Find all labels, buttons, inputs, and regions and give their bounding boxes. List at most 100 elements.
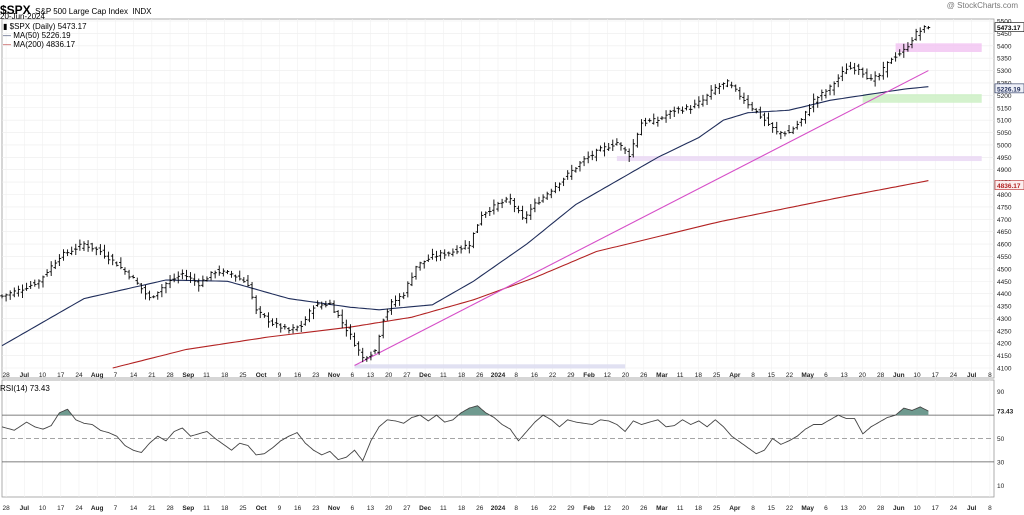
ohlc-bar (561, 177, 566, 187)
rsi-tick-label: 73.43 (997, 409, 1014, 416)
date-tick-label: 18 (695, 372, 703, 379)
ohlc-bar (389, 299, 394, 315)
ohlc-bar (799, 118, 804, 127)
ohlc-bar (225, 270, 230, 275)
price-tick-label: 4200 (997, 341, 1012, 348)
ohlc-bar (619, 142, 623, 151)
ohlc-bar (492, 199, 496, 215)
price-tick-label: 5400 (997, 43, 1012, 50)
ohlc-bar (164, 282, 168, 294)
rsi-date-tick-label: 24 (75, 505, 83, 512)
rsi-date-tick-label: 17 (932, 505, 940, 512)
ohlc-bar (106, 251, 111, 265)
rsi-date-tick-label: 8 (514, 505, 518, 512)
ohlc-bar (229, 270, 234, 278)
ohlc-bar (20, 284, 25, 298)
ohlc-bar (758, 106, 763, 119)
ohlc-bar (12, 287, 17, 298)
ohlc-bar (471, 232, 476, 249)
ohlc-bar (861, 67, 865, 78)
ohlc-bar (196, 278, 201, 292)
ohlc-bar (221, 268, 226, 277)
ohlc-bar (524, 211, 529, 224)
ohlc-bar (893, 52, 898, 62)
rsi-date-tick-label: 6 (824, 505, 828, 512)
ohlc-bar (324, 300, 328, 308)
ohlc-bar (725, 79, 730, 88)
ohlc-bar (250, 282, 254, 300)
rsi-date-tick-label: 21 (148, 505, 156, 512)
date-tick-label: 22 (549, 372, 557, 379)
ohlc-bar (266, 312, 271, 328)
ohlc-bar (86, 240, 90, 252)
rsi-title: RSI(14) 73.43 (0, 384, 50, 393)
ohlc-bar (631, 139, 636, 158)
ohlc-bar (787, 124, 791, 134)
ohlc-bar (803, 110, 808, 124)
date-tick-label: 20 (385, 372, 393, 379)
ohlc-bar (246, 275, 250, 287)
ohlc-bar (877, 73, 882, 81)
ohlc-bar (565, 170, 570, 180)
price-tick-label: 4150 (997, 353, 1012, 360)
rsi-date-tick-label: 12 (604, 505, 612, 512)
price-tick-label: 5000 (997, 142, 1012, 149)
ohlc-bar (356, 341, 361, 356)
price-tick-label: 4350 (997, 304, 1012, 311)
last-price-tag: 5473.17 (997, 25, 1021, 32)
rsi-date-tick-label: 25 (713, 505, 721, 512)
date-tick-label: 16 (531, 372, 539, 379)
ohlc-bar (160, 284, 164, 298)
rsi-date-tick-label: 22 (549, 505, 557, 512)
ohlc-bar (844, 63, 849, 75)
ohlc-bar (684, 104, 689, 111)
ma200-tag-box (994, 180, 1024, 190)
ohlc-bar (237, 270, 242, 281)
rsi-date-tick-label: Feb (583, 505, 595, 512)
ohlc-bar (303, 316, 308, 326)
ohlc-bar (467, 241, 472, 254)
legend-price: ▮ $SPX (Daily) 5473.17 (3, 22, 87, 31)
ohlc-bar (73, 243, 78, 256)
ohlc-bar (406, 281, 410, 298)
ohlc-bar (639, 119, 644, 136)
rsi-date-tick-label: 25 (239, 505, 247, 512)
date-tick-label: 20 (859, 372, 867, 379)
date-tick-label: 18 (221, 372, 229, 379)
ohlc-bar (528, 204, 533, 220)
ohlc-bar (627, 148, 631, 162)
price-tick-label: 4100 (997, 366, 1012, 373)
date-tick-label: Jul (967, 372, 977, 379)
ohlc-bar (151, 295, 156, 299)
ohlc-bar (717, 82, 722, 94)
date-tick-label: 24 (950, 372, 958, 379)
trendline (354, 70, 929, 367)
date-tick-label: 6 (824, 372, 828, 379)
price-tick-label: 4250 (997, 328, 1012, 335)
ohlc-bar (869, 74, 873, 81)
date-tick-label: 18 (458, 372, 466, 379)
ohlc-bar (483, 211, 488, 218)
date-tick-label: 7 (114, 372, 118, 379)
ohlc-bar (651, 113, 656, 125)
rsi-date-tick-label: 27 (403, 505, 411, 512)
ohlc-bar (16, 285, 21, 297)
date-tick-label: Feb (583, 372, 595, 379)
date-tick-label: 13 (367, 372, 375, 379)
ohlc-bar (426, 254, 431, 262)
ohlc-bar (447, 251, 451, 257)
rsi-tick-label: 50 (997, 436, 1005, 443)
rsi-date-tick-label: 28 (166, 505, 174, 512)
rsi-tick-label: 10 (997, 483, 1005, 490)
ohlc-bar (852, 62, 857, 75)
ohlc-bar (672, 106, 677, 118)
ohlc-bar (65, 249, 70, 257)
ohlc-bar (676, 106, 681, 114)
rsi-date-tick-label: 11 (203, 505, 210, 512)
rsi-date-tick-label: 13 (367, 505, 375, 512)
date-tick-label: 14 (130, 372, 138, 379)
ohlc-bar (590, 150, 595, 161)
rsi-date-tick-label: 13 (841, 505, 849, 512)
ohlc-bar (262, 313, 267, 318)
